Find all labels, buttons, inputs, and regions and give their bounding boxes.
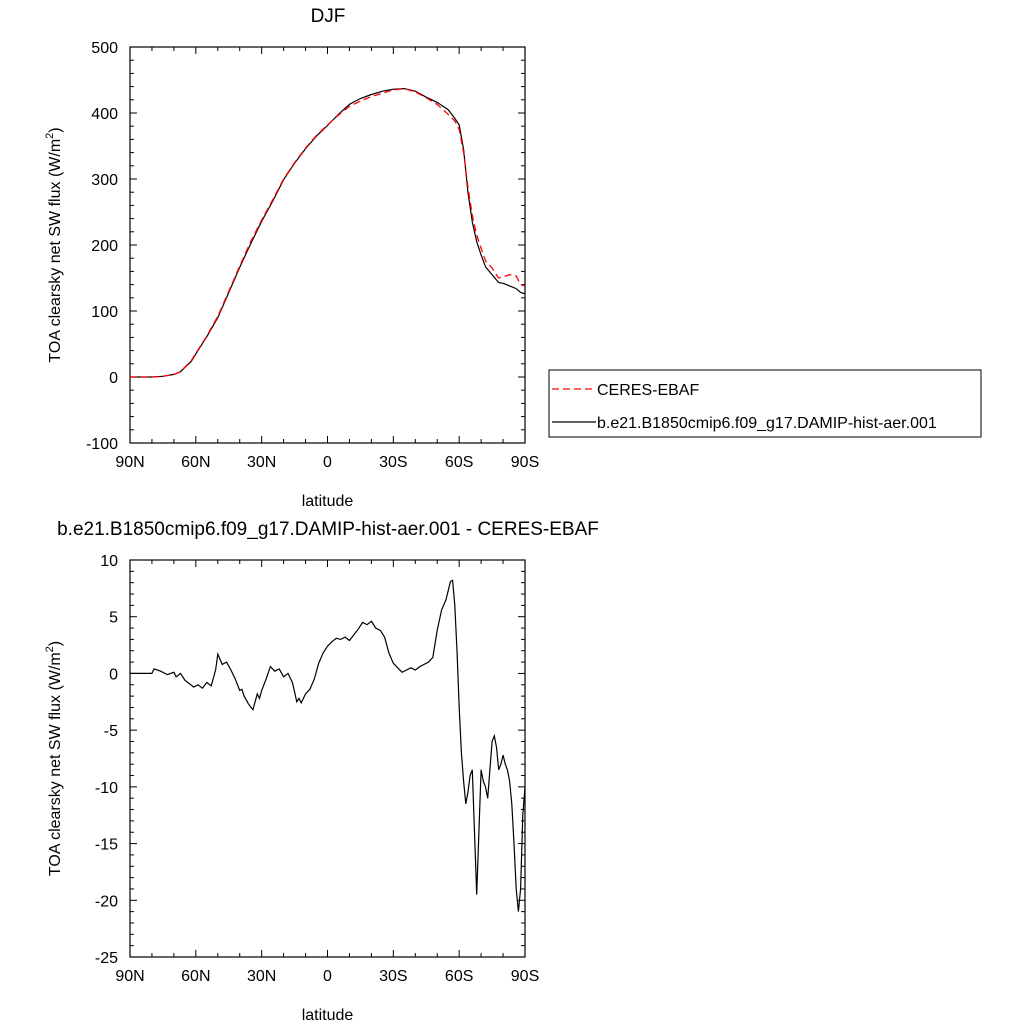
x-tick-label: 90N <box>115 454 144 471</box>
legend-label: b.e21.B1850cmip6.f09_g17.DAMIP-hist-aer.… <box>597 415 937 432</box>
y-tick-label: 0 <box>109 370 118 387</box>
y-axis-label-sup: 2 <box>44 133 56 139</box>
chart-title: DJF <box>311 6 346 27</box>
y-axis-label-main: TOA clearsky net SW flux (W/m <box>47 139 64 363</box>
legend: CERES-EBAF b.e21.B1850cmip6.f09_g17.DAMIP… <box>548 369 982 438</box>
y-tick-label: 100 <box>91 304 118 321</box>
x-tick-label: 90S <box>511 454 539 471</box>
y-tick-label: 300 <box>91 172 118 189</box>
y-axis-label-close: ) <box>47 641 64 646</box>
x-tick-label: 90N <box>115 968 144 985</box>
x-axis-label: latitude <box>302 493 354 510</box>
chart-panel-1: DJF 90N 60N 30N 0 30S 60S 90S -100 0 100 200 300 400 5… <box>44 6 982 510</box>
legend-label: CERES-EBAF <box>597 382 699 399</box>
series-line-ceres-ebaf <box>130 87 525 378</box>
y-axis-label-close: ) <box>47 127 64 132</box>
y-tick-label: 5 <box>109 610 118 627</box>
x-tick-label: 30N <box>247 454 276 471</box>
x-tick-label: 90S <box>511 968 539 985</box>
y-axis-label: TOA clearsky net SW flux (W/m2) <box>44 127 64 362</box>
y-tick-label: -10 <box>95 780 118 797</box>
x-tick-label: 0 <box>323 968 332 985</box>
y-axis-label-sup: 2 <box>44 646 56 652</box>
chart-panel-2: b.e21.B1850cmip6.f09_g17.DAMIP-hist-aer.… <box>44 519 599 1024</box>
y-tick-label: 10 <box>100 553 118 570</box>
y-tick-label: -5 <box>104 723 118 740</box>
x-tick-label: 30S <box>379 968 407 985</box>
legend-box <box>548 369 982 438</box>
series-line-model <box>130 579 525 912</box>
x-tick-label: 60S <box>445 454 473 471</box>
x-tick-label: 60N <box>181 968 210 985</box>
x-tick-label: 60N <box>181 454 210 471</box>
chart-title: b.e21.B1850cmip6.f09_g17.DAMIP-hist-aer.… <box>57 519 599 540</box>
y-axis-label-main: TOA clearsky net SW flux (W/m <box>47 652 64 876</box>
y-tick-label: 0 <box>109 666 118 683</box>
y-tick-label: 200 <box>91 238 118 255</box>
y-tick-label: -20 <box>95 893 118 910</box>
x-axis-label: latitude <box>302 1007 354 1024</box>
plot-frame <box>129 46 526 444</box>
y-tick-label: -25 <box>95 950 118 967</box>
y-tick-label: -15 <box>95 837 118 854</box>
y-tick-label: -100 <box>86 436 118 453</box>
y-tick-label: 400 <box>91 106 118 123</box>
y-tick-label: 500 <box>91 40 118 57</box>
x-tick-label: 30N <box>247 968 276 985</box>
y-axis-label: TOA clearsky net SW flux (W/m2) <box>44 641 64 876</box>
x-tick-label: 60S <box>445 968 473 985</box>
x-tick-label: 0 <box>323 454 332 471</box>
x-tick-label: 30S <box>379 454 407 471</box>
series-line-model <box>130 87 525 378</box>
plot-frame <box>129 559 526 958</box>
